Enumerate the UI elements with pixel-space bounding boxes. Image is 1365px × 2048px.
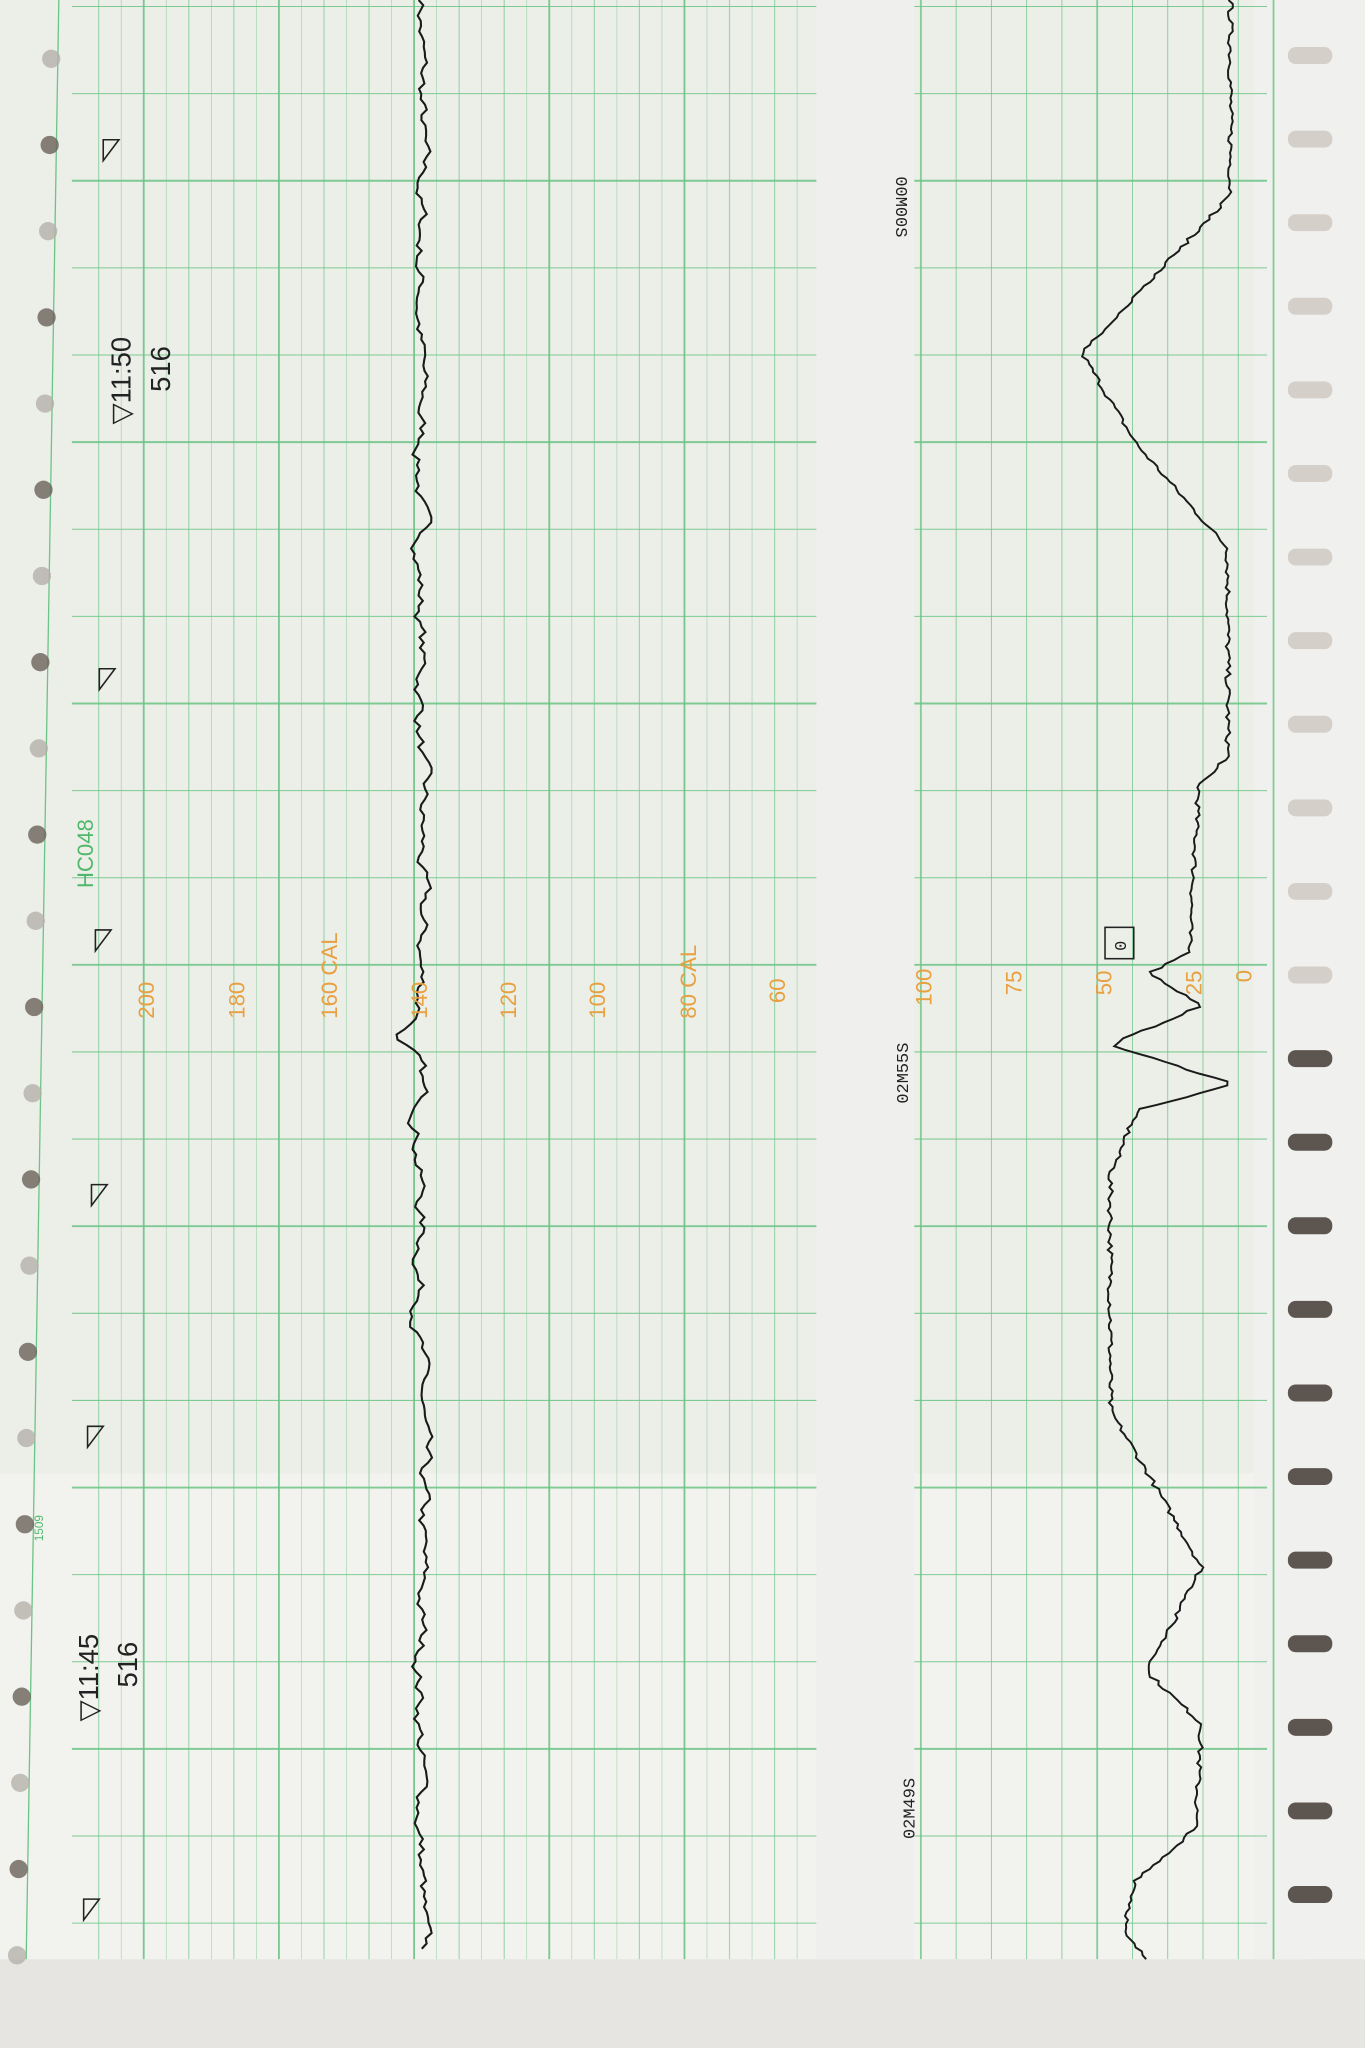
feed-hole: [7, 1946, 27, 1965]
event-markers: [82, 138, 121, 1923]
feed-hole: [23, 1084, 42, 1103]
feed-slot: [1287, 1886, 1333, 1904]
feed-slot: [1287, 1802, 1333, 1820]
note-value: 516: [145, 346, 176, 392]
feed-hole: [20, 1256, 39, 1275]
elapsed-time-label: 02M55S: [895, 1043, 914, 1104]
feed-slot: [1287, 1468, 1333, 1486]
grid-lines: [25, 0, 1275, 1960]
fhr-label-200: 200: [134, 982, 159, 1019]
paper-border-line: [25, 0, 60, 1960]
feed-slot: [1287, 381, 1333, 399]
feed-slot: [1287, 715, 1333, 733]
feed-slot: [1287, 1718, 1333, 1736]
sheet-number: 1509: [33, 1515, 46, 1541]
feed-hole: [11, 1773, 30, 1792]
feed-hole: [35, 394, 55, 413]
uterine-activity-trace: [1081, 0, 1234, 1960]
toco-label-75: 75: [1001, 971, 1026, 996]
feed-hole: [31, 653, 50, 672]
fhr-scale-labels: 200 180 160 CAL 140 120 100 80 CAL 60: [134, 932, 790, 1018]
feed-hole: [34, 480, 53, 499]
feed-slot: [1287, 1551, 1333, 1569]
feed-slot: [1287, 47, 1333, 64]
feed-hole: [28, 825, 47, 844]
feed-hole: [29, 739, 48, 758]
strip-code: HC048: [73, 819, 98, 888]
event-marker-triangle: [94, 929, 113, 954]
zero-button-mark: 0: [1104, 926, 1135, 960]
event-marker-triangle: [86, 1425, 105, 1450]
feed-slot: [1287, 297, 1333, 315]
feed-slot: [1287, 799, 1333, 817]
fhr-label-180: 180: [224, 982, 249, 1019]
svg-text:0: 0: [1113, 941, 1132, 951]
feed-slot: [1287, 1384, 1333, 1402]
feed-hole: [14, 1601, 33, 1620]
event-marker-triangle: [102, 138, 121, 164]
feed-hole: [18, 1342, 38, 1361]
event-marker-triangle: [82, 1898, 101, 1923]
feed-slot: [1287, 214, 1333, 232]
feed-hole: [42, 49, 61, 68]
toco-label-25: 25: [1182, 971, 1207, 996]
fetal-heart-rate-trace: [395, 0, 434, 1950]
fhr-label-140: 140: [407, 982, 432, 1019]
feed-hole: [26, 911, 45, 930]
toco-label-100: 100: [911, 969, 936, 1006]
feed-slot: [1287, 632, 1333, 650]
fhr-label-100: 100: [585, 982, 610, 1019]
center-gap: [816, 0, 915, 1960]
fhr-label-120: 120: [496, 982, 521, 1019]
feed-slot: [1287, 1635, 1333, 1653]
feed-hole: [12, 1687, 31, 1706]
note-value: 516: [112, 1642, 143, 1688]
feed-slot: [1287, 1217, 1333, 1235]
fhr-label-160: 160 CAL: [317, 932, 342, 1018]
event-marker-triangle: [90, 1183, 109, 1208]
feed-holes: [7, 47, 1333, 1965]
feed-slot: [1287, 1050, 1333, 1068]
elapsed-time-label: 00M00S: [890, 176, 909, 237]
feed-hole: [17, 1428, 36, 1448]
note-time: ▽11:50: [106, 337, 137, 425]
note-time: ▽11:45: [73, 1634, 104, 1722]
fhr-label-80: 80 CAL: [676, 945, 701, 1019]
feed-hole: [25, 997, 44, 1017]
feed-slot: [1287, 882, 1333, 900]
toco-label-50: 50: [1092, 971, 1117, 996]
feed-slot: [1287, 1300, 1333, 1318]
toco-scale-labels: 100 75 50 25 0: [911, 969, 1256, 1006]
toco-label-0: 0: [1231, 970, 1256, 982]
feed-hole: [37, 308, 56, 327]
event-marker-triangle: [98, 667, 117, 692]
paper-sheet-lower: [0, 1473, 1307, 1960]
feed-slot: [1287, 548, 1333, 566]
feed-slot: [1287, 1133, 1333, 1151]
feed-hole: [32, 566, 52, 586]
feed-slot: [1287, 464, 1333, 482]
elapsed-time-label: 02M49S: [901, 1778, 920, 1839]
feed-hole: [21, 1170, 41, 1189]
feed-hole: [9, 1859, 28, 1879]
feed-slot: [1287, 966, 1333, 984]
feed-hole: [40, 135, 59, 155]
fhr-label-60: 60: [765, 978, 790, 1003]
feed-slot: [1287, 130, 1333, 148]
feed-hole: [15, 1515, 35, 1534]
feed-hole: [38, 222, 58, 241]
